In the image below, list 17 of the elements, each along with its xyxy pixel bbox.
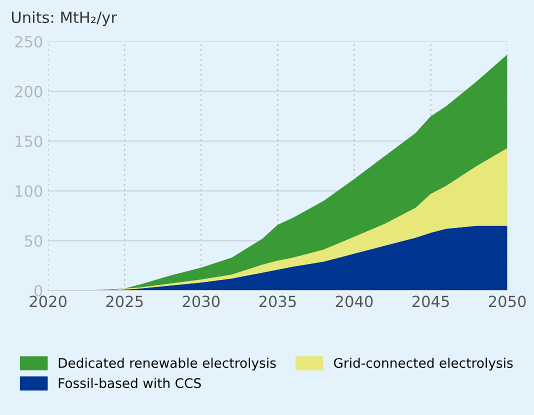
x-tick-label: 2025 <box>106 296 143 308</box>
x-tick-label: 2050 <box>488 296 526 308</box>
legend-label: Dedicated renewable electrolysis <box>58 358 276 371</box>
y-tick-label: 100 <box>16 185 42 197</box>
x-tick-label: 2040 <box>336 296 373 308</box>
y-tick-label: 200 <box>15 86 42 98</box>
x-tick-label: 2030 <box>182 296 220 308</box>
legend-label: Grid-connected electrolysis <box>334 358 513 371</box>
x-tick-label: 2045 <box>412 296 449 308</box>
x-tick-label: 2020 <box>30 296 66 308</box>
y-tick-label: 0 <box>34 284 42 297</box>
y-tick-label: 50 <box>24 235 42 247</box>
x-tick-label: 2035 <box>259 296 296 308</box>
legend-label: Fossil-based with CCS <box>58 378 201 388</box>
chart-title: Units: MtH₂/yr <box>12 11 117 26</box>
y-tick-label: 250 <box>15 36 42 48</box>
y-tick-label: 150 <box>16 136 42 148</box>
